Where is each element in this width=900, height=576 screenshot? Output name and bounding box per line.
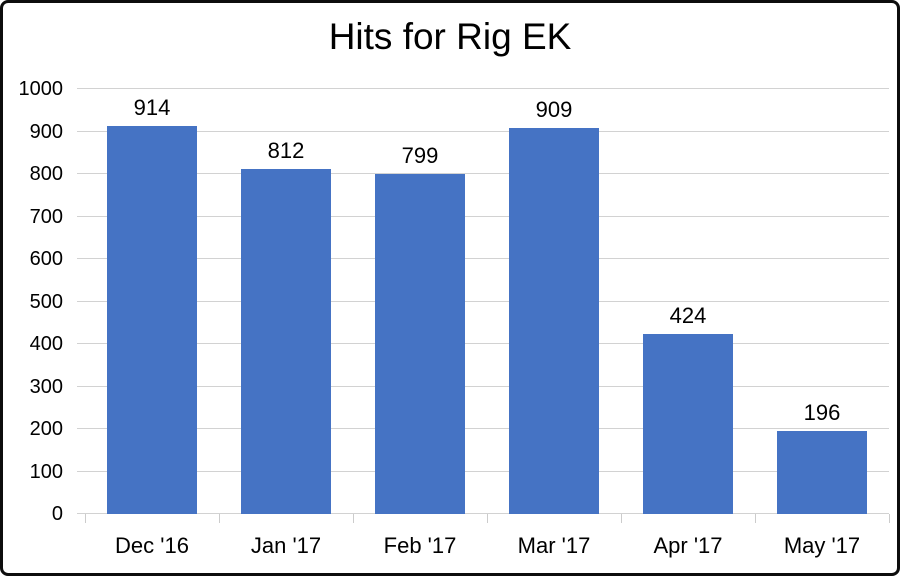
plot-area: 0 100 200 300 400 500 600 700 800 900 1000 914 812 79… [19, 78, 890, 525]
x-axis-tick [755, 514, 756, 523]
x-axis-tick [889, 514, 890, 523]
bar-slot-Dec '16: 914 [85, 89, 219, 514]
bar-slot-May '17: 196 [755, 89, 889, 514]
y-axis-tick-label: 1000 [18, 78, 64, 100]
bar-value-label: 914 [133, 94, 171, 120]
x-axis-tick [85, 514, 86, 523]
x-axis-labels: Dec '16 Jan '17 Feb '17 Mar '17 Apr '17 May '… [85, 533, 889, 559]
gridline-y-900 [77, 130, 889, 132]
bar-value-label: 909 [535, 96, 573, 122]
bar [375, 174, 465, 514]
x-axis-tick [352, 514, 354, 523]
gridline-y-700 [77, 215, 889, 217]
bar-slot-Apr '17: 424 [621, 89, 755, 514]
x-axis-category-label: Mar '17 [517, 533, 591, 558]
x-axis-category-label: Feb '17 [383, 533, 457, 558]
gridline-y-100 [77, 470, 889, 472]
gridline-y-500 [77, 300, 889, 302]
x-axis-category-label: Apr '17 [653, 533, 723, 558]
bar [777, 430, 867, 514]
y-axis-tick-label: 100 [29, 460, 63, 483]
bar-slot-Feb '17: 799 [353, 89, 487, 514]
x-axis-tick [487, 514, 488, 523]
gridline-y-200 [77, 428, 889, 429]
y-axis-tick-label: 800 [29, 163, 63, 185]
y-axis-tick-label: 500 [29, 290, 63, 313]
gridline-y-300 [77, 385, 889, 387]
y-axis-tick-label: 400 [29, 333, 63, 355]
x-axis-category-label: Dec '16 [115, 533, 189, 558]
bar-value-label: 799 [401, 143, 439, 169]
x-axis-tick [218, 514, 220, 523]
y-axis-tick-label: 0 [51, 503, 63, 525]
gridline-y-400 [77, 343, 889, 344]
x-axis-tick [620, 514, 622, 523]
bar [509, 127, 599, 514]
gridline-y-0 [77, 513, 889, 514]
bar-value-label: 196 [803, 399, 841, 425]
bar-slot-Jan '17: 812 [219, 89, 353, 514]
bar [643, 333, 733, 514]
bar-slot-Mar '17: 909 [487, 89, 621, 514]
bar-value-label: 812 [267, 137, 305, 163]
bar-value-label: 424 [669, 302, 707, 328]
bar [107, 125, 197, 514]
gridline-y-1000 [77, 88, 889, 89]
y-axis-tick-label: 900 [29, 120, 63, 143]
chart-title: Hits for Rig EK [328, 16, 572, 57]
bar-series: 914 812 799 909 424 196 [85, 89, 889, 514]
gridline-y-600 [77, 258, 889, 259]
x-axis-category-label: May '17 [783, 533, 861, 558]
x-axis-category-label: Jan '17 [250, 533, 322, 558]
y-axis-tick-label: 200 [29, 418, 63, 440]
y-axis-tick-label: 300 [29, 375, 63, 398]
y-axis-tick-label: 700 [29, 205, 63, 228]
bar [241, 168, 331, 514]
y-axis-tick-label: 600 [29, 248, 63, 270]
gridline-y-800 [77, 173, 889, 174]
